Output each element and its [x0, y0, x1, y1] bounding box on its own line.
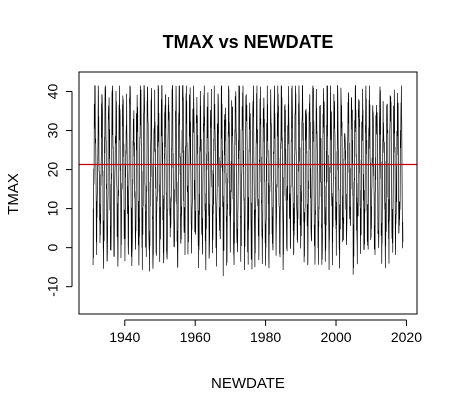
y-axis-label: TMAX — [5, 173, 22, 215]
plot-layer — [79, 84, 417, 277]
ticks-layer: 1940 1960 1980 2000 2020 -10 0 10 20 30 40 — [45, 84, 423, 345]
x-tick-label: 2000 — [320, 329, 351, 345]
y-tick-label: 40 — [45, 84, 61, 100]
x-tick-label: 1960 — [180, 329, 211, 345]
y-tick-label: 20 — [45, 162, 61, 178]
y-tick-label: 30 — [45, 123, 61, 139]
series-line-tmax — [92, 84, 404, 277]
x-tick-label: 1940 — [109, 329, 140, 345]
plot-frame — [78, 71, 418, 315]
y-tick-label: 10 — [45, 201, 61, 217]
x-tick-label: 1980 — [250, 329, 281, 345]
x-axis-label: NEWDATE — [211, 375, 285, 392]
y-tick-label: -10 — [45, 276, 61, 296]
chart-title: TMAX vs NEWDATE — [163, 32, 334, 52]
y-tick-label: 0 — [45, 244, 61, 252]
x-tick-label: 2020 — [391, 329, 422, 345]
